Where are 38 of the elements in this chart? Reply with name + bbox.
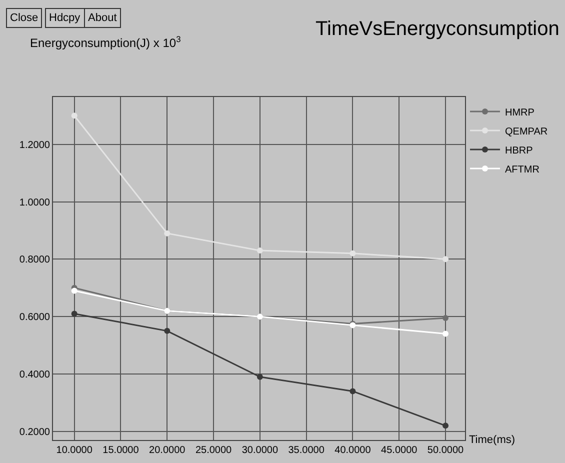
chart-title: TimeVsEnergyconsumption: [316, 18, 560, 40]
x-tick-label: 40.0000: [334, 445, 372, 456]
y-tick-label: 1.2000: [19, 140, 50, 151]
point: [442, 256, 449, 262]
y-axis-title: Energyconsumption(J) x 10$^{3}$: [30, 34, 182, 50]
x-tick-label: 10.0000: [56, 445, 93, 456]
text: About: [88, 12, 117, 24]
legend-label: HMRP: [505, 107, 535, 118]
x-tick-label: 25.0000: [195, 445, 232, 456]
point: [442, 315, 449, 322]
x-tick-label: 45.0000: [381, 445, 418, 456]
y-tick-label: 0.4000: [19, 369, 50, 380]
y-tick-label: 1.0000: [19, 197, 50, 208]
text: Close: [10, 12, 38, 24]
legend-label: HBRP: [505, 145, 534, 156]
y-tick-label: 0.8000: [19, 254, 50, 266]
point: [71, 288, 78, 294]
y-tick-label: 0.6000: [19, 312, 50, 324]
point: [256, 374, 263, 380]
y-tick-label: 0.2000: [19, 426, 50, 438]
x-tick-label: 20.0000: [149, 445, 186, 456]
point: [350, 388, 356, 394]
legend-label: QEMPAR: [505, 126, 548, 138]
point: [164, 230, 170, 236]
x-tick-label: 50.0000: [427, 445, 464, 456]
x-tick-label: 30.0000: [242, 445, 278, 456]
point: [164, 328, 170, 334]
legend-label: AFTMR: [505, 164, 540, 176]
point: [350, 250, 356, 256]
x-axis-title: Time(ms): [469, 434, 516, 446]
point: [256, 248, 263, 254]
point: [71, 112, 78, 119]
x-tick-label: 15.0000: [102, 445, 140, 456]
text: Hdcpy: [49, 12, 81, 24]
point: [442, 330, 449, 337]
point: [71, 310, 78, 317]
x-tick-label: 35.0000: [288, 445, 325, 456]
point: [442, 422, 449, 429]
